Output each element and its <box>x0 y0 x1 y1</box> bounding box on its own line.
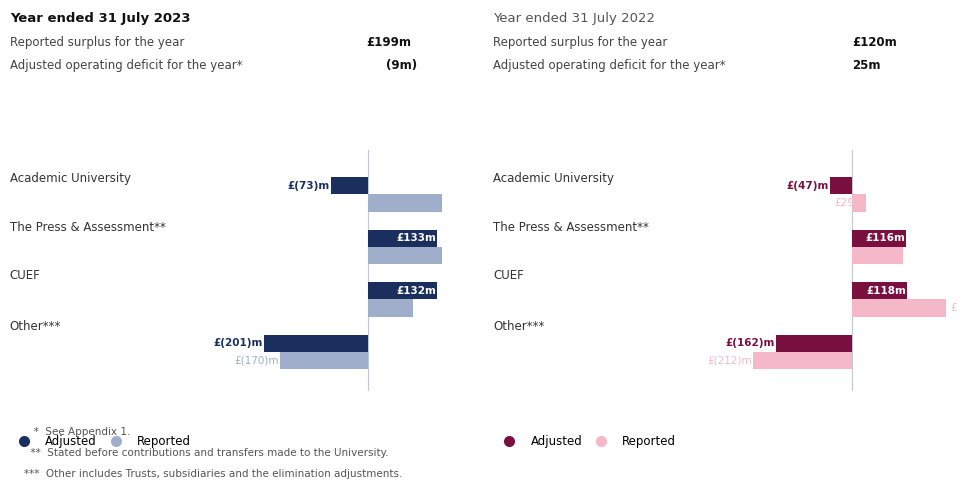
Bar <box>852 229 907 247</box>
Text: Other***: Other*** <box>493 320 545 332</box>
Text: £199m: £199m <box>366 36 411 49</box>
Bar <box>368 282 437 299</box>
Text: Other***: Other*** <box>10 320 62 332</box>
Text: Year ended 31 July 2023: Year ended 31 July 2023 <box>10 12 191 25</box>
Text: £86m: £86m <box>382 303 412 313</box>
Legend: Adjusted, Reported: Adjusted, Reported <box>7 430 195 453</box>
Bar <box>368 299 413 317</box>
Text: £116m: £116m <box>866 233 906 243</box>
Text: The Press & Assessment**: The Press & Assessment** <box>493 221 650 233</box>
Bar <box>368 194 442 212</box>
Bar <box>368 229 438 247</box>
Text: **  Stated before contributions and transfers made to the University.: ** Stated before contributions and trans… <box>24 448 389 458</box>
Text: £(162)m: £(162)m <box>726 338 775 348</box>
Text: £: £ <box>951 303 957 313</box>
Text: £141m: £141m <box>404 198 441 208</box>
Text: £118m: £118m <box>867 285 907 296</box>
Text: £(212)m: £(212)m <box>707 355 751 366</box>
Text: CUEF: CUEF <box>10 269 40 282</box>
Bar <box>852 299 946 317</box>
Text: Reported surplus for the year: Reported surplus for the year <box>493 36 667 49</box>
Bar <box>830 177 852 194</box>
Text: The Press & Assessment**: The Press & Assessment** <box>10 221 166 233</box>
Text: ***  Other includes Trusts, subsidiaries and the elimination adjustments.: *** Other includes Trusts, subsidiaries … <box>24 469 403 479</box>
Text: CUEF: CUEF <box>493 269 524 282</box>
Text: Academic University: Academic University <box>493 172 615 185</box>
Text: £(47)m: £(47)m <box>786 181 829 191</box>
Text: 25m: 25m <box>852 59 880 72</box>
Bar <box>264 335 368 352</box>
Text: £(73)m: £(73)m <box>287 181 329 191</box>
Text: £132m: £132m <box>396 285 436 296</box>
Bar <box>776 335 852 352</box>
Bar <box>330 177 368 194</box>
Text: £(201)m: £(201)m <box>214 338 263 348</box>
Text: £29m: £29m <box>834 198 865 208</box>
Text: Academic University: Academic University <box>10 172 131 185</box>
Text: £142m: £142m <box>404 251 441 260</box>
Text: Adjusted operating deficit for the year*: Adjusted operating deficit for the year* <box>10 59 242 72</box>
Bar <box>852 247 903 264</box>
Text: *  See Appendix 1.: * See Appendix 1. <box>24 427 131 438</box>
Legend: Adjusted, Reported: Adjusted, Reported <box>492 430 681 453</box>
Bar <box>368 247 442 264</box>
Bar <box>280 352 368 369</box>
Bar <box>852 194 866 212</box>
Text: £108m: £108m <box>866 251 902 260</box>
Text: Reported surplus for the year: Reported surplus for the year <box>10 36 184 49</box>
Text: (9m): (9m) <box>386 59 417 72</box>
Text: Adjusted operating deficit for the year*: Adjusted operating deficit for the year* <box>493 59 726 72</box>
Text: £133m: £133m <box>397 233 437 243</box>
Text: Year ended 31 July 2022: Year ended 31 July 2022 <box>493 12 656 25</box>
Bar <box>852 282 908 299</box>
Text: £(170)m: £(170)m <box>234 355 279 366</box>
Text: £120m: £120m <box>852 36 897 49</box>
Bar <box>752 352 852 369</box>
